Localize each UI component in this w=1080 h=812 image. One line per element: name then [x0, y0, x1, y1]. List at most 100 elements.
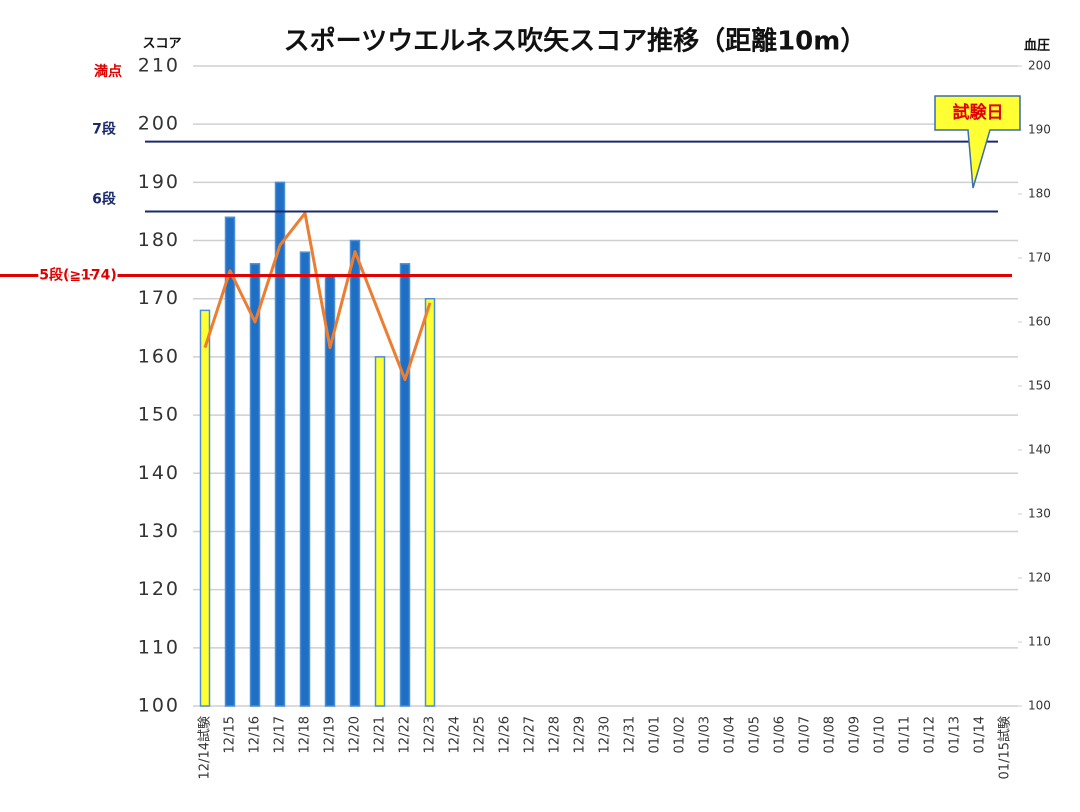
callout-text: 試験日 [953, 102, 1004, 123]
x-tick-label: 01/08 [823, 716, 838, 753]
x-tick-label: 12/29 [573, 716, 588, 753]
x-tick-label: 12/16 [248, 716, 263, 753]
bar [424, 297, 436, 707]
x-tick-label: 01/10 [873, 716, 888, 753]
x-tick: 01/02 [673, 716, 688, 753]
x-tick-label: 01/15試験 [997, 716, 1013, 779]
y2-tick-label: 100 [1028, 699, 1051, 713]
x-tick-label: 01/06 [773, 716, 788, 753]
y2-tick-label: 170 [1028, 251, 1051, 265]
y2-tick-label: 160 [1028, 315, 1051, 329]
bar [299, 251, 311, 707]
x-tick: 01/11 [898, 716, 913, 753]
x-tick-label: 01/13 [948, 716, 963, 753]
x-tick-label: 12/14試験 [197, 716, 213, 779]
x-tick-label: 01/05 [748, 716, 763, 753]
x-tick: 12/15 [223, 716, 238, 753]
x-tick-label: 12/23 [423, 716, 438, 753]
x-tick-label: 12/31 [623, 716, 638, 753]
x-tick: 01/03 [698, 716, 713, 753]
y2-tick-label: 130 [1028, 507, 1051, 521]
y-axis-label: スコア [142, 37, 181, 52]
bar [199, 309, 211, 707]
x-tick: 12/20 [348, 716, 363, 753]
y-tick-label: 160 [138, 345, 180, 367]
x-tick-label: 12/26 [498, 716, 513, 753]
bar [399, 263, 411, 707]
x-tick: 12/27 [523, 716, 538, 753]
x-tick: 12/16 [248, 716, 263, 753]
y-tick-label: 150 [138, 404, 180, 426]
reference-label: 6段 [92, 190, 116, 207]
x-tick: 01/05 [748, 716, 763, 753]
x-tick: 12/23 [423, 716, 438, 753]
y-tick-label: 130 [138, 520, 180, 542]
y2-axis-label: 血圧 [1024, 38, 1050, 54]
x-tick: 01/07 [798, 716, 813, 753]
y-tick-label: 110 [138, 636, 180, 658]
x-tick-label: 01/09 [848, 716, 863, 753]
chart-title: スポーツウエルネス吹矢スコア推移（距離10m） [284, 26, 867, 57]
x-tick: 12/17 [273, 716, 288, 753]
x-tick: 01/01 [648, 716, 663, 753]
x-tick-label: 12/20 [348, 716, 363, 753]
x-tick: 01/12 [923, 716, 938, 753]
x-tick-label: 01/11 [898, 716, 913, 753]
x-tick: 01/15試験 [997, 716, 1013, 779]
x-tick-label: 12/18 [298, 716, 313, 753]
y-tick-label: 120 [138, 578, 180, 600]
y-tick-label: 170 [138, 287, 180, 309]
bar [224, 216, 236, 707]
x-tick: 12/21 [373, 716, 388, 753]
x-tick: 12/31 [623, 716, 638, 753]
reference-label: 満点 [94, 63, 122, 80]
x-tick-label: 01/01 [648, 716, 663, 753]
x-tick: 12/19 [323, 716, 338, 753]
bar [274, 181, 286, 707]
x-tick: 12/22 [398, 716, 413, 753]
x-tick: 01/09 [848, 716, 863, 753]
x-tick-label: 01/03 [698, 716, 713, 753]
x-tick-label: 12/15 [223, 716, 238, 753]
reference-label: 7段 [92, 121, 116, 138]
x-tick: 12/24 [448, 716, 463, 753]
y-tick-label: 190 [138, 171, 180, 193]
y-tick-label: 180 [138, 229, 180, 251]
y2-tick-label: 200 [1028, 59, 1051, 73]
bar [374, 356, 386, 707]
x-tick: 01/04 [723, 716, 738, 753]
x-tick-label: 12/21 [373, 716, 388, 753]
callout-box [934, 95, 1021, 189]
bar [349, 239, 361, 707]
x-tick: 01/14 [973, 716, 988, 753]
x-tick-label: 01/04 [723, 716, 738, 753]
x-tick-label: 12/30 [598, 716, 613, 753]
reference-label: 5段(≧174) [39, 266, 117, 283]
x-tick-label: 01/12 [923, 716, 938, 753]
y2-tick-label: 180 [1028, 187, 1051, 201]
x-tick: 01/06 [773, 716, 788, 753]
x-tick-label: 12/27 [523, 716, 538, 753]
x-tick: 12/29 [573, 716, 588, 753]
y2-tick-label: 120 [1028, 571, 1051, 585]
y-tick-label: 140 [138, 462, 180, 484]
x-tick-label: 12/25 [473, 716, 488, 753]
y-tick-label: 200 [138, 113, 180, 135]
x-tick: 01/10 [873, 716, 888, 753]
x-tick: 12/25 [473, 716, 488, 753]
x-tick-label: 12/22 [398, 716, 413, 753]
x-tick: 12/14試験 [197, 716, 213, 779]
x-tick-label: 12/17 [273, 716, 288, 753]
y2-tick-label: 110 [1028, 635, 1051, 649]
y-tick-label: 100 [138, 695, 180, 717]
x-tick: 01/08 [823, 716, 838, 753]
x-tick-label: 12/24 [448, 716, 463, 753]
x-tick: 01/13 [948, 716, 963, 753]
x-tick-label: 12/28 [548, 716, 563, 753]
y2-tick-label: 140 [1028, 443, 1051, 457]
y-tick-label: 210 [138, 55, 180, 77]
x-tick-label: 12/19 [323, 716, 338, 753]
x-tick: 12/30 [598, 716, 613, 753]
bar [249, 263, 261, 707]
